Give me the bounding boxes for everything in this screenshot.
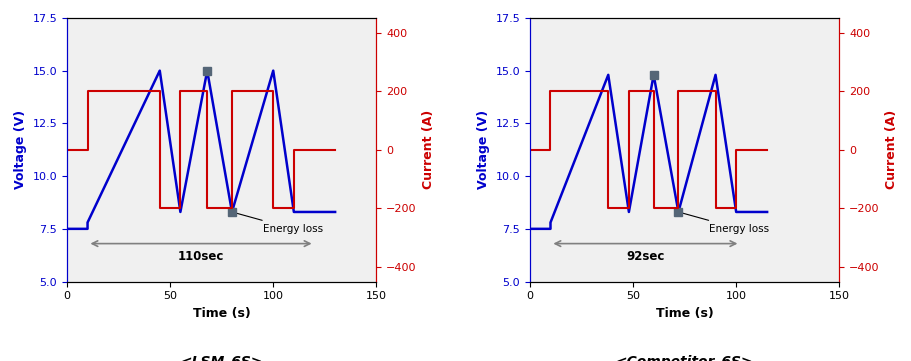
Y-axis label: Current (A): Current (A) <box>885 110 897 190</box>
Text: 92sec: 92sec <box>626 250 664 263</box>
Y-axis label: Voltage (V): Voltage (V) <box>14 110 26 189</box>
Text: 110sec: 110sec <box>178 250 224 263</box>
X-axis label: Time (s): Time (s) <box>192 307 251 320</box>
Y-axis label: Voltage (V): Voltage (V) <box>476 110 489 189</box>
Text: Energy loss: Energy loss <box>681 213 769 234</box>
Text: Energy loss: Energy loss <box>234 213 322 234</box>
X-axis label: Time (s): Time (s) <box>655 307 712 320</box>
Text: <LSM_6S>: <LSM_6S> <box>180 356 262 361</box>
Text: <Competitor_6S>: <Competitor_6S> <box>615 356 752 361</box>
Y-axis label: Current (A): Current (A) <box>422 110 435 190</box>
